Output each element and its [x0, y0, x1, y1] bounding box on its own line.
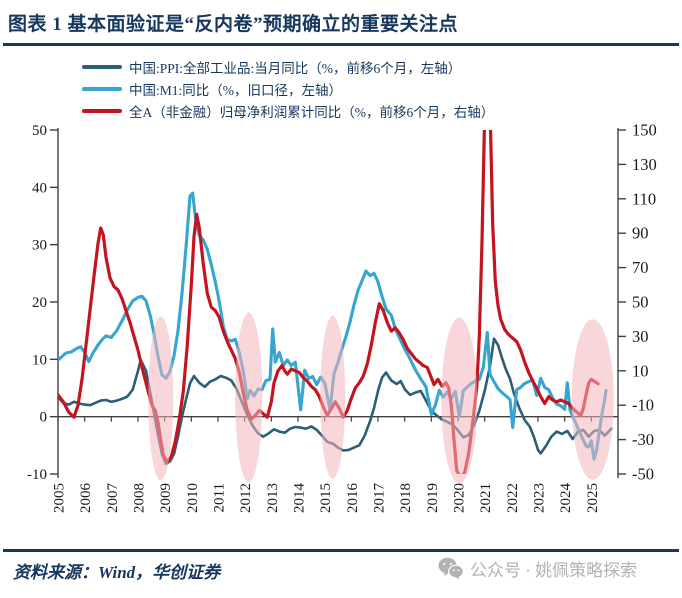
legend-label-ppi: 中国:PPI:全部工业品:当月同比（%，前移6个月，左轴） — [129, 61, 462, 76]
svg-text:10: 10 — [632, 361, 649, 380]
legend-item-m1: 中国:M1:同比（%，旧口径，左轴） — [82, 78, 494, 100]
chart-svg: 50403020100-101501301109070503010-10-30-… — [27, 121, 657, 514]
svg-text:2018: 2018 — [398, 483, 414, 513]
source-note: 资料来源：Wind，华创证券 — [13, 563, 221, 582]
wechat-icon — [438, 557, 464, 580]
svg-text:2025: 2025 — [585, 483, 601, 513]
svg-text:2010: 2010 — [185, 483, 201, 513]
legend-swatch-m1 — [82, 87, 122, 91]
svg-text:-10: -10 — [27, 467, 47, 483]
svg-text:20: 20 — [32, 295, 47, 311]
svg-text:2024: 2024 — [558, 483, 574, 514]
svg-text:2014: 2014 — [292, 483, 308, 514]
svg-text:-30: -30 — [632, 430, 654, 449]
svg-text:2022: 2022 — [505, 483, 521, 513]
legend-item-profit: 全A（非金融）归母净利润累计同比（%，前移6个月，右轴） — [82, 100, 494, 122]
svg-text:130: 130 — [632, 155, 657, 174]
svg-text:-10: -10 — [632, 396, 654, 415]
chart-legend: 中国:PPI:全部工业品:当月同比（%，前移6个月，左轴） 中国:M1:同比（%… — [82, 56, 494, 122]
legend-item-ppi: 中国:PPI:全部工业品:当月同比（%，前移6个月，左轴） — [82, 56, 494, 78]
svg-text:40: 40 — [32, 180, 47, 196]
svg-text:110: 110 — [632, 189, 656, 208]
wechat-badge: 公众号 · 姚佩策略探索 — [438, 556, 637, 581]
svg-text:30: 30 — [632, 327, 649, 346]
legend-swatch-profit — [82, 109, 122, 113]
svg-text:2019: 2019 — [425, 483, 441, 513]
svg-text:90: 90 — [632, 224, 649, 243]
highlight-ellipse — [235, 312, 263, 483]
highlight-ellipse — [571, 319, 614, 480]
svg-text:2020: 2020 — [452, 483, 468, 513]
svg-text:150: 150 — [632, 121, 657, 140]
svg-text:50: 50 — [32, 123, 47, 139]
svg-text:2023: 2023 — [532, 483, 548, 513]
legend-swatch-ppi — [82, 65, 122, 69]
svg-text:2017: 2017 — [372, 483, 388, 514]
svg-text:2011: 2011 — [212, 483, 228, 512]
legend-label-profit: 全A（非金融）归母净利润累计同比（%，前移6个月，右轴） — [129, 105, 495, 120]
svg-text:50: 50 — [632, 293, 649, 312]
svg-text:2008: 2008 — [132, 483, 148, 513]
highlight-ellipse — [148, 316, 174, 481]
svg-text:2005: 2005 — [52, 483, 68, 513]
svg-text:-50: -50 — [632, 465, 654, 484]
svg-text:2015: 2015 — [318, 483, 334, 513]
highlight-ellipse — [320, 315, 346, 479]
page-title: 图表 1 基本面验证是“反内卷”预期确立的重要关注点 — [8, 14, 459, 35]
line-chart: 50 40 30 20 10 0 -10 150 130 110 90 70 50 30 10 -10 -30-… — [27, 121, 657, 514]
svg-text:2006: 2006 — [78, 483, 94, 514]
title-underline — [3, 43, 679, 46]
svg-text:2007: 2007 — [105, 483, 121, 514]
svg-text:2012: 2012 — [238, 483, 254, 513]
svg-text:2013: 2013 — [265, 483, 281, 513]
highlight-ellipse — [441, 317, 478, 484]
svg-text:30: 30 — [32, 238, 47, 254]
svg-text:70: 70 — [632, 258, 649, 277]
svg-text:0: 0 — [40, 410, 48, 426]
svg-text:10: 10 — [32, 352, 47, 368]
svg-text:2016: 2016 — [345, 483, 361, 514]
footer-rule — [3, 549, 679, 552]
svg-text:2021: 2021 — [478, 483, 494, 513]
svg-text:2009: 2009 — [158, 483, 174, 513]
legend-label-m1: 中国:M1:同比（%，旧口径，左轴） — [129, 83, 343, 98]
wechat-account-name: 公众号 · 姚佩策略探索 — [470, 561, 638, 580]
